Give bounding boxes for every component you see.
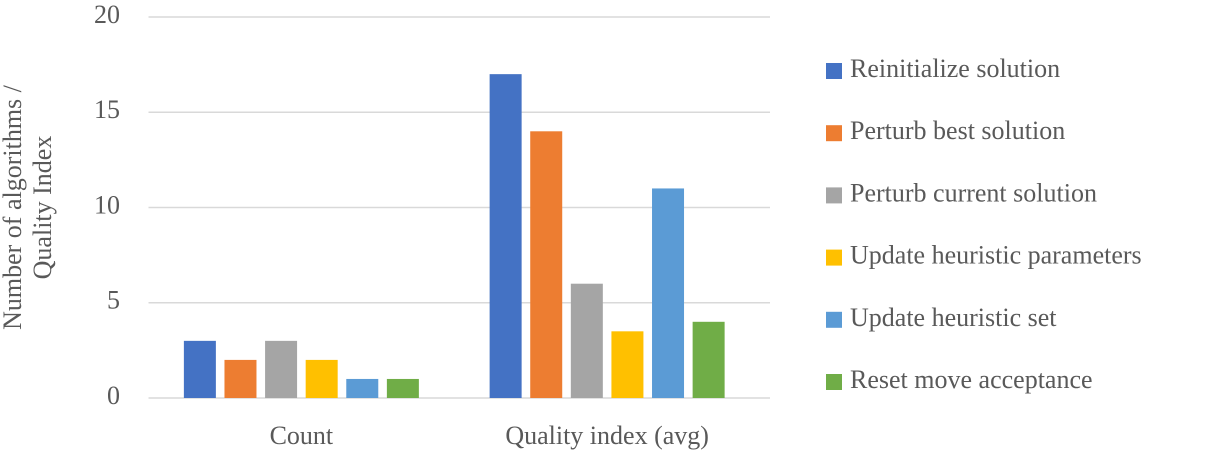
bar [183, 340, 216, 398]
legend-swatch [826, 125, 842, 142]
x-tick-label: Quality index (avg) [505, 421, 709, 450]
legend-label: Update heuristic parameters [850, 241, 1142, 270]
y-tick-label: 15 [94, 95, 120, 124]
bar [489, 74, 522, 399]
y-axis-label-line: Quality Index [28, 136, 57, 280]
legend-swatch [826, 63, 842, 79]
bar [346, 378, 379, 398]
x-tick-label: Count [270, 421, 334, 450]
legend-label: Reinitialize solution [850, 54, 1060, 83]
legend-label: Perturb current solution [850, 178, 1097, 207]
y-axis-label-line: Number of algorithms / [0, 84, 27, 330]
bar [611, 331, 644, 398]
legend-swatch [826, 374, 842, 390]
y-tick-label: 5 [107, 286, 120, 315]
legend-swatch [826, 249, 842, 266]
bar [652, 188, 685, 398]
bar [305, 359, 338, 398]
bar [692, 321, 725, 398]
y-tick-label: 10 [94, 190, 120, 219]
y-axis-label: Number of algorithms / Quality Index [0, 84, 57, 330]
legend-swatch [826, 311, 842, 328]
bar [224, 359, 257, 398]
legend-label: Reset move acceptance [850, 365, 1093, 394]
bar [570, 283, 603, 398]
bar [265, 340, 298, 398]
bar [530, 131, 563, 399]
y-tick-label: 0 [107, 381, 120, 410]
legend-label: Perturb best solution [850, 116, 1065, 145]
legend-label: Update heuristic set [850, 303, 1057, 332]
legend-swatch [826, 187, 842, 204]
bar [386, 378, 419, 398]
y-tick-label: 20 [94, 0, 120, 29]
